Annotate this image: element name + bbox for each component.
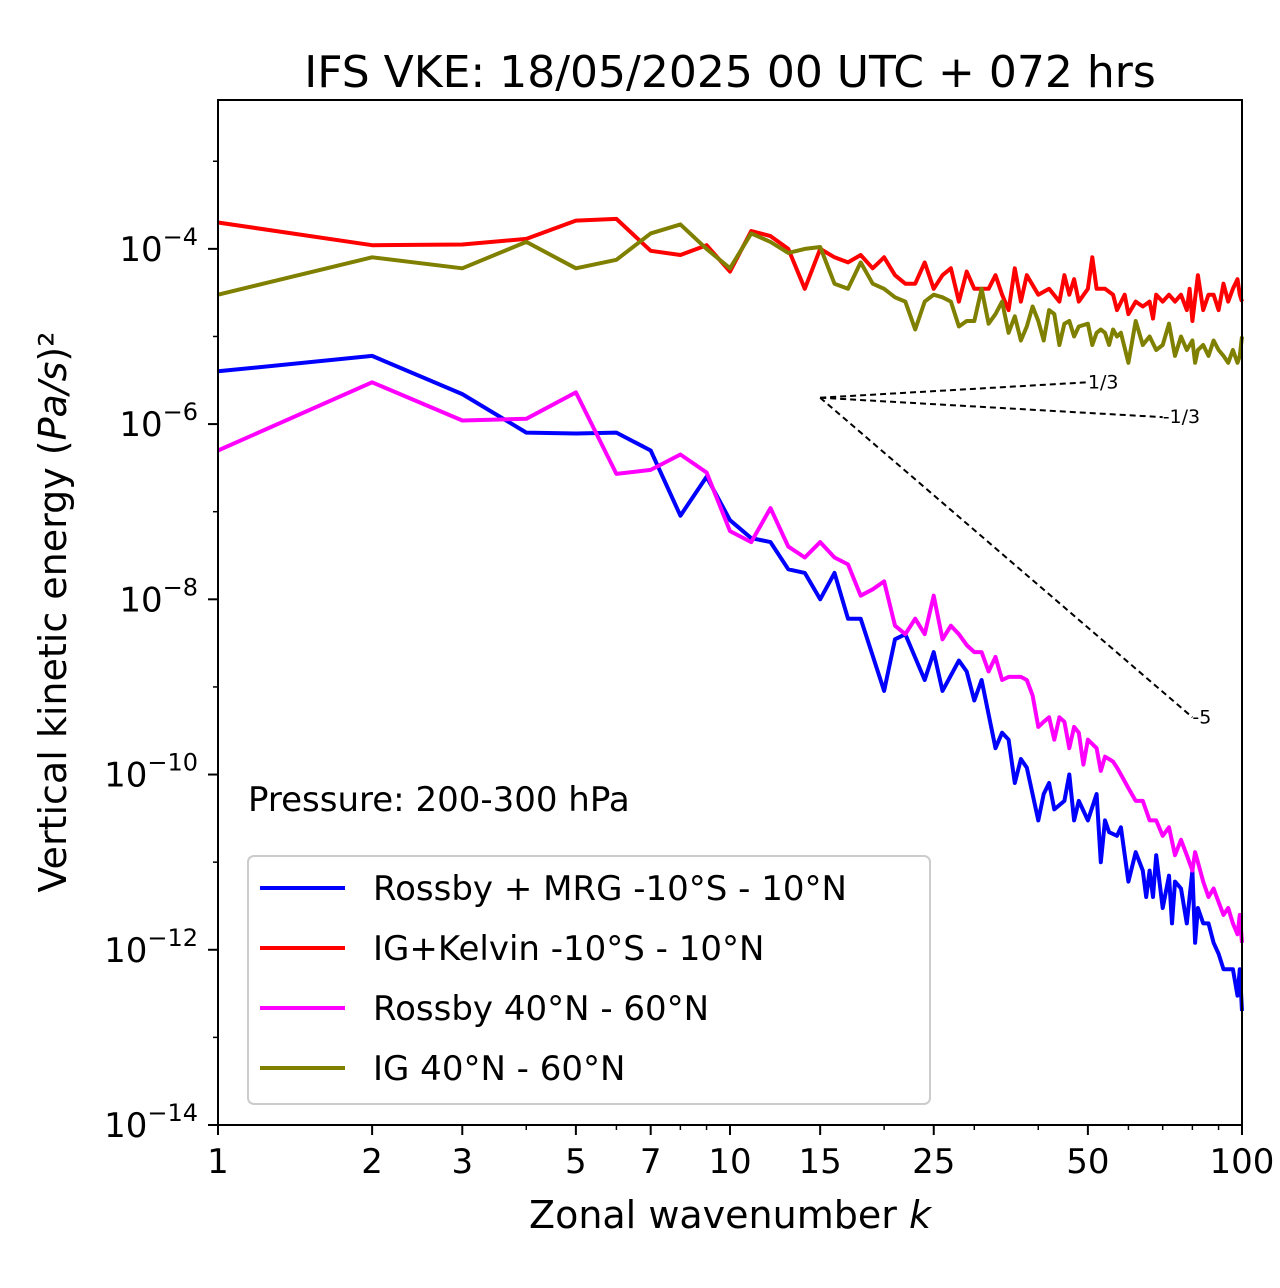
legend-label-3: Rossby 40°N - 60°N bbox=[373, 989, 709, 1029]
reference-slope-line-1 bbox=[820, 381, 1088, 399]
legend-label-2: IG+Kelvin -10°S - 10°N bbox=[373, 929, 764, 969]
x-axis-label: Zonal wavenumber k bbox=[529, 1193, 933, 1237]
x-tick-label: 5 bbox=[565, 1142, 587, 1182]
y-tick-label: 10−8 bbox=[119, 573, 198, 620]
legend-box bbox=[247, 855, 931, 1105]
y-tick-label: 10−10 bbox=[104, 749, 198, 796]
y-tick-label: 10−6 bbox=[119, 398, 198, 445]
x-tick-label: 3 bbox=[451, 1142, 473, 1182]
x-tick-label: 1 bbox=[207, 1142, 229, 1182]
x-tick-label: 100 bbox=[1210, 1142, 1275, 1182]
x-tick-label: 2 bbox=[361, 1142, 383, 1182]
y-axis-ticks: 10−14 10−12 10−10 10−8 10−6 10−4 bbox=[104, 160, 218, 1146]
legend: Rossby + MRG -10°S - 10°N IG+Kelvin -10°S… bbox=[247, 855, 931, 1105]
series-line-3 bbox=[217, 380, 1244, 943]
x-tick-label: 50 bbox=[1066, 1142, 1109, 1182]
y-tick-label: 10−12 bbox=[104, 924, 198, 971]
x-tick-label: 10 bbox=[708, 1142, 751, 1182]
chart-title: IFS VKE: 18/05/2025 00 UTC + 072 hrs bbox=[304, 47, 1156, 98]
reference-slope-label-2: -1/3 bbox=[1163, 406, 1200, 428]
x-axis-ticks: 1 2 3 5 7 10 15 25 50 100 bbox=[207, 1125, 1274, 1182]
reference-slope-label-1: 1/3 bbox=[1088, 371, 1119, 393]
series-line-2 bbox=[217, 216, 1244, 323]
y-tick-label: 10−4 bbox=[119, 223, 198, 270]
x-tick-label: 7 bbox=[640, 1142, 662, 1182]
reference-slope-line-3 bbox=[819, 396, 1194, 719]
x-tick-label: 25 bbox=[912, 1142, 955, 1182]
y-axis-label: Vertical kinetic energy (Pa/s)² bbox=[31, 332, 75, 893]
pressure-annotation: Pressure: 200-300 hPa bbox=[248, 780, 630, 820]
y-tick-label: 10−14 bbox=[104, 1099, 198, 1146]
legend-label-1: Rossby + MRG -10°S - 10°N bbox=[373, 869, 847, 909]
reference-slope-line-2 bbox=[820, 396, 1163, 419]
series-layer bbox=[217, 216, 1244, 1012]
reference-slope-label-3: -5 bbox=[1192, 706, 1211, 728]
legend-label-4: IG 40°N - 60°N bbox=[373, 1049, 625, 1089]
series-line-4 bbox=[217, 222, 1244, 365]
reference-slopes: 1/3 -1/3 -5 bbox=[819, 371, 1211, 728]
series-line-1 bbox=[217, 353, 1244, 1012]
x-tick-label: 15 bbox=[799, 1142, 842, 1182]
